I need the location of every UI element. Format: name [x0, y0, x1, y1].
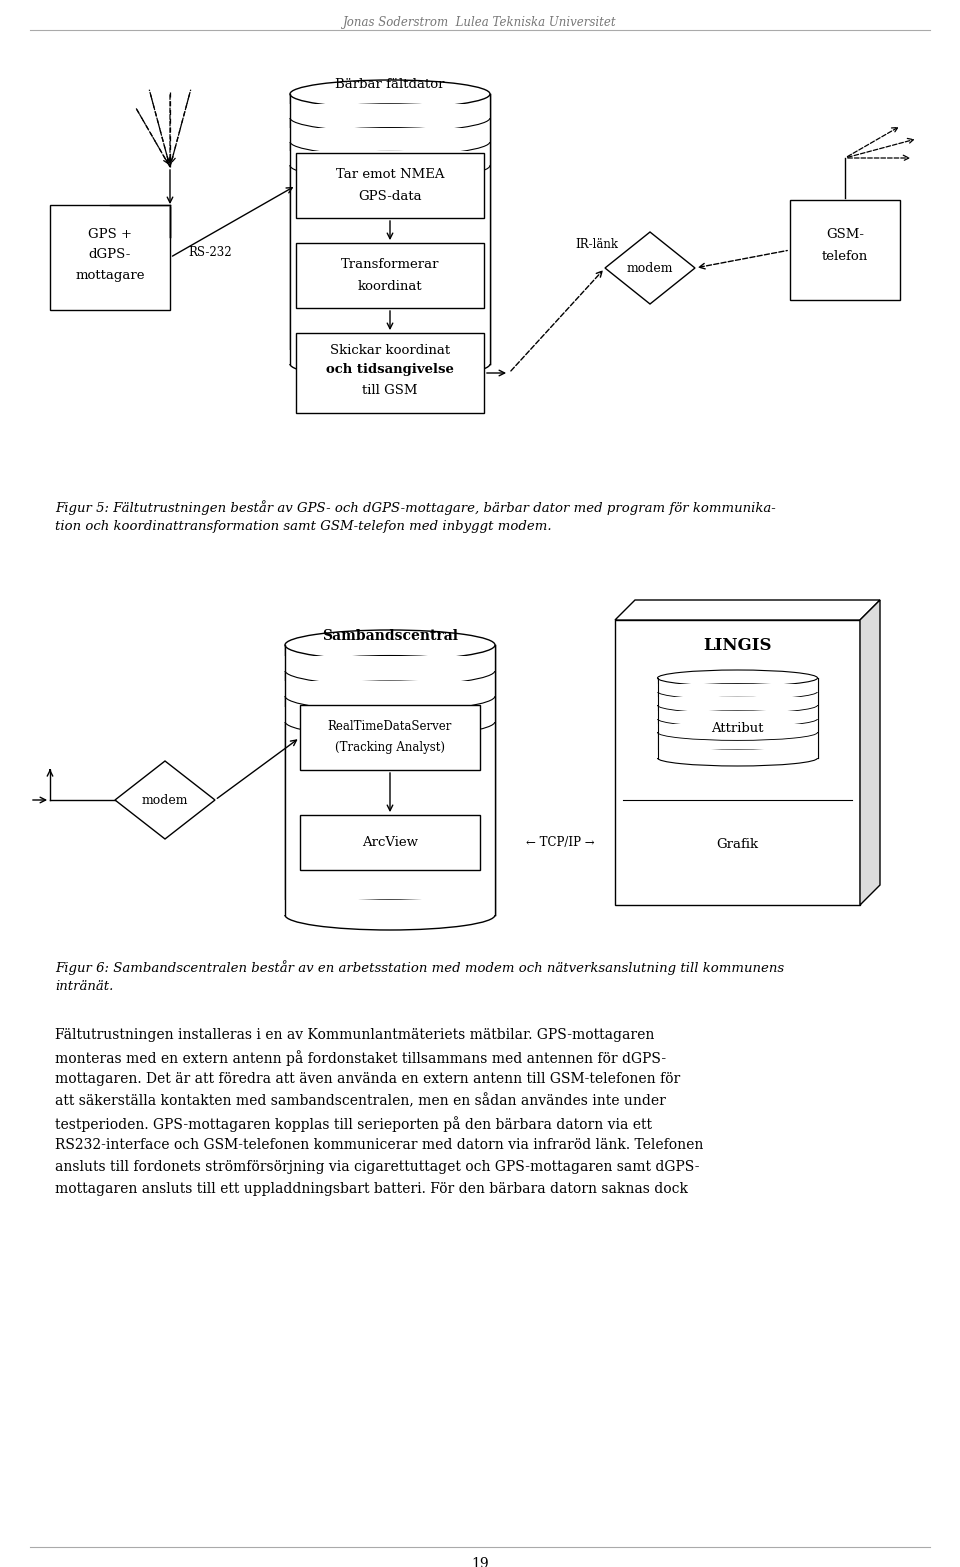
Bar: [657, 697, 819, 705]
Text: Figur 6: Sambandscentralen består av en arbetsstation med modem och nätverksansl: Figur 6: Sambandscentralen består av en …: [55, 961, 784, 975]
Text: dGPS-: dGPS-: [89, 249, 132, 262]
Text: Fältutrustningen installeras i en av Kommunlantmäteriets mätbilar. GPS-mottagare: Fältutrustningen installeras i en av Kom…: [55, 1028, 655, 1042]
Bar: [289, 127, 491, 141]
Text: RS232-interface och GSM-telefonen kommunicerar med datorn via infraröd länk. Tel: RS232-interface och GSM-telefonen kommun…: [55, 1138, 704, 1152]
Text: mottagaren. Det är att föredra att även använda en extern antenn till GSM-telefo: mottagaren. Det är att föredra att även …: [55, 1072, 681, 1086]
Bar: [657, 751, 819, 758]
Bar: [300, 705, 480, 769]
Ellipse shape: [658, 671, 818, 686]
Bar: [657, 724, 819, 732]
Bar: [290, 94, 490, 364]
Text: testperioden. GPS-mottagaren kopplas till serieporten på den bärbara datorn via : testperioden. GPS-mottagaren kopplas til…: [55, 1116, 652, 1131]
Text: LINGIS: LINGIS: [704, 638, 772, 655]
Bar: [790, 201, 900, 299]
Bar: [300, 815, 480, 870]
Text: IR-länk: IR-länk: [575, 238, 618, 251]
Bar: [658, 679, 818, 758]
Bar: [657, 711, 819, 719]
Text: Jonas Soderstrom  Lulea Tekniska Universitet: Jonas Soderstrom Lulea Tekniska Universi…: [343, 16, 617, 30]
Text: monteras med en extern antenn på fordonstaket tillsammans med antennen för dGPS-: monteras med en extern antenn på fordons…: [55, 1050, 666, 1066]
Text: Bärbar fältdator: Bärbar fältdator: [335, 77, 444, 91]
Bar: [289, 152, 491, 166]
Ellipse shape: [285, 630, 495, 660]
Text: GSM-: GSM-: [826, 229, 864, 241]
Text: telefon: telefon: [822, 251, 868, 263]
Bar: [296, 334, 484, 414]
Bar: [657, 683, 819, 691]
Bar: [284, 655, 496, 671]
Text: ansluts till fordonets strömförsörjning via cigarettuttaget och GPS-mottagaren s: ansluts till fordonets strömförsörjning …: [55, 1160, 700, 1174]
Bar: [289, 349, 491, 364]
Text: Grafik: Grafik: [716, 838, 758, 851]
Bar: [615, 621, 860, 906]
Text: GPS-data: GPS-data: [358, 191, 421, 204]
Text: Sambandscentral: Sambandscentral: [322, 628, 458, 642]
Bar: [289, 103, 491, 118]
Polygon shape: [860, 600, 880, 906]
Text: koordinat: koordinat: [358, 280, 422, 293]
Polygon shape: [615, 600, 880, 621]
Text: RealTimeDataServer: RealTimeDataServer: [327, 721, 452, 733]
Ellipse shape: [285, 899, 495, 929]
Bar: [284, 707, 496, 721]
Text: till GSM: till GSM: [362, 384, 418, 396]
Text: tion och koordinattransformation samt GSM-telefon med inbyggt modem.: tion och koordinattransformation samt GS…: [55, 520, 552, 533]
Bar: [296, 154, 484, 218]
Text: Skickar koordinat: Skickar koordinat: [330, 343, 450, 357]
Text: ← TCP/IP →: ← TCP/IP →: [526, 837, 594, 849]
Text: 19: 19: [471, 1558, 489, 1567]
Bar: [296, 243, 484, 309]
Bar: [284, 899, 496, 915]
Text: mottagaren ansluts till ett uppladdningsbart batteri. För den bärbara datorn sak: mottagaren ansluts till ett uppladdnings…: [55, 1182, 688, 1196]
Bar: [285, 646, 495, 915]
Text: modem: modem: [142, 793, 188, 807]
Text: intränät.: intränät.: [55, 979, 113, 993]
Polygon shape: [605, 232, 695, 304]
Ellipse shape: [290, 80, 490, 108]
Polygon shape: [115, 762, 215, 838]
Text: Tar emot NMEA: Tar emot NMEA: [336, 169, 444, 182]
Text: Attribut: Attribut: [711, 721, 764, 735]
Text: mottagare: mottagare: [75, 268, 145, 282]
Bar: [50, 205, 170, 310]
Text: RS-232: RS-232: [188, 246, 231, 260]
Text: (Tracking Analyst): (Tracking Analyst): [335, 741, 445, 754]
Text: Figur 5: Fältutrustningen består av GPS- och dGPS-mottagare, bärbar dator med pr: Figur 5: Fältutrustningen består av GPS-…: [55, 500, 776, 516]
Text: GPS +: GPS +: [88, 229, 132, 241]
Text: ArcView: ArcView: [362, 837, 418, 849]
Ellipse shape: [290, 349, 490, 378]
Text: modem: modem: [627, 262, 673, 274]
Text: Transformerar: Transformerar: [341, 259, 440, 271]
Text: och tidsangivelse: och tidsangivelse: [326, 364, 454, 376]
Bar: [284, 682, 496, 696]
Text: att säkerställa kontakten med sambandscentralen, men en sådan användes inte unde: att säkerställa kontakten med sambandsce…: [55, 1094, 666, 1108]
Ellipse shape: [658, 751, 818, 766]
